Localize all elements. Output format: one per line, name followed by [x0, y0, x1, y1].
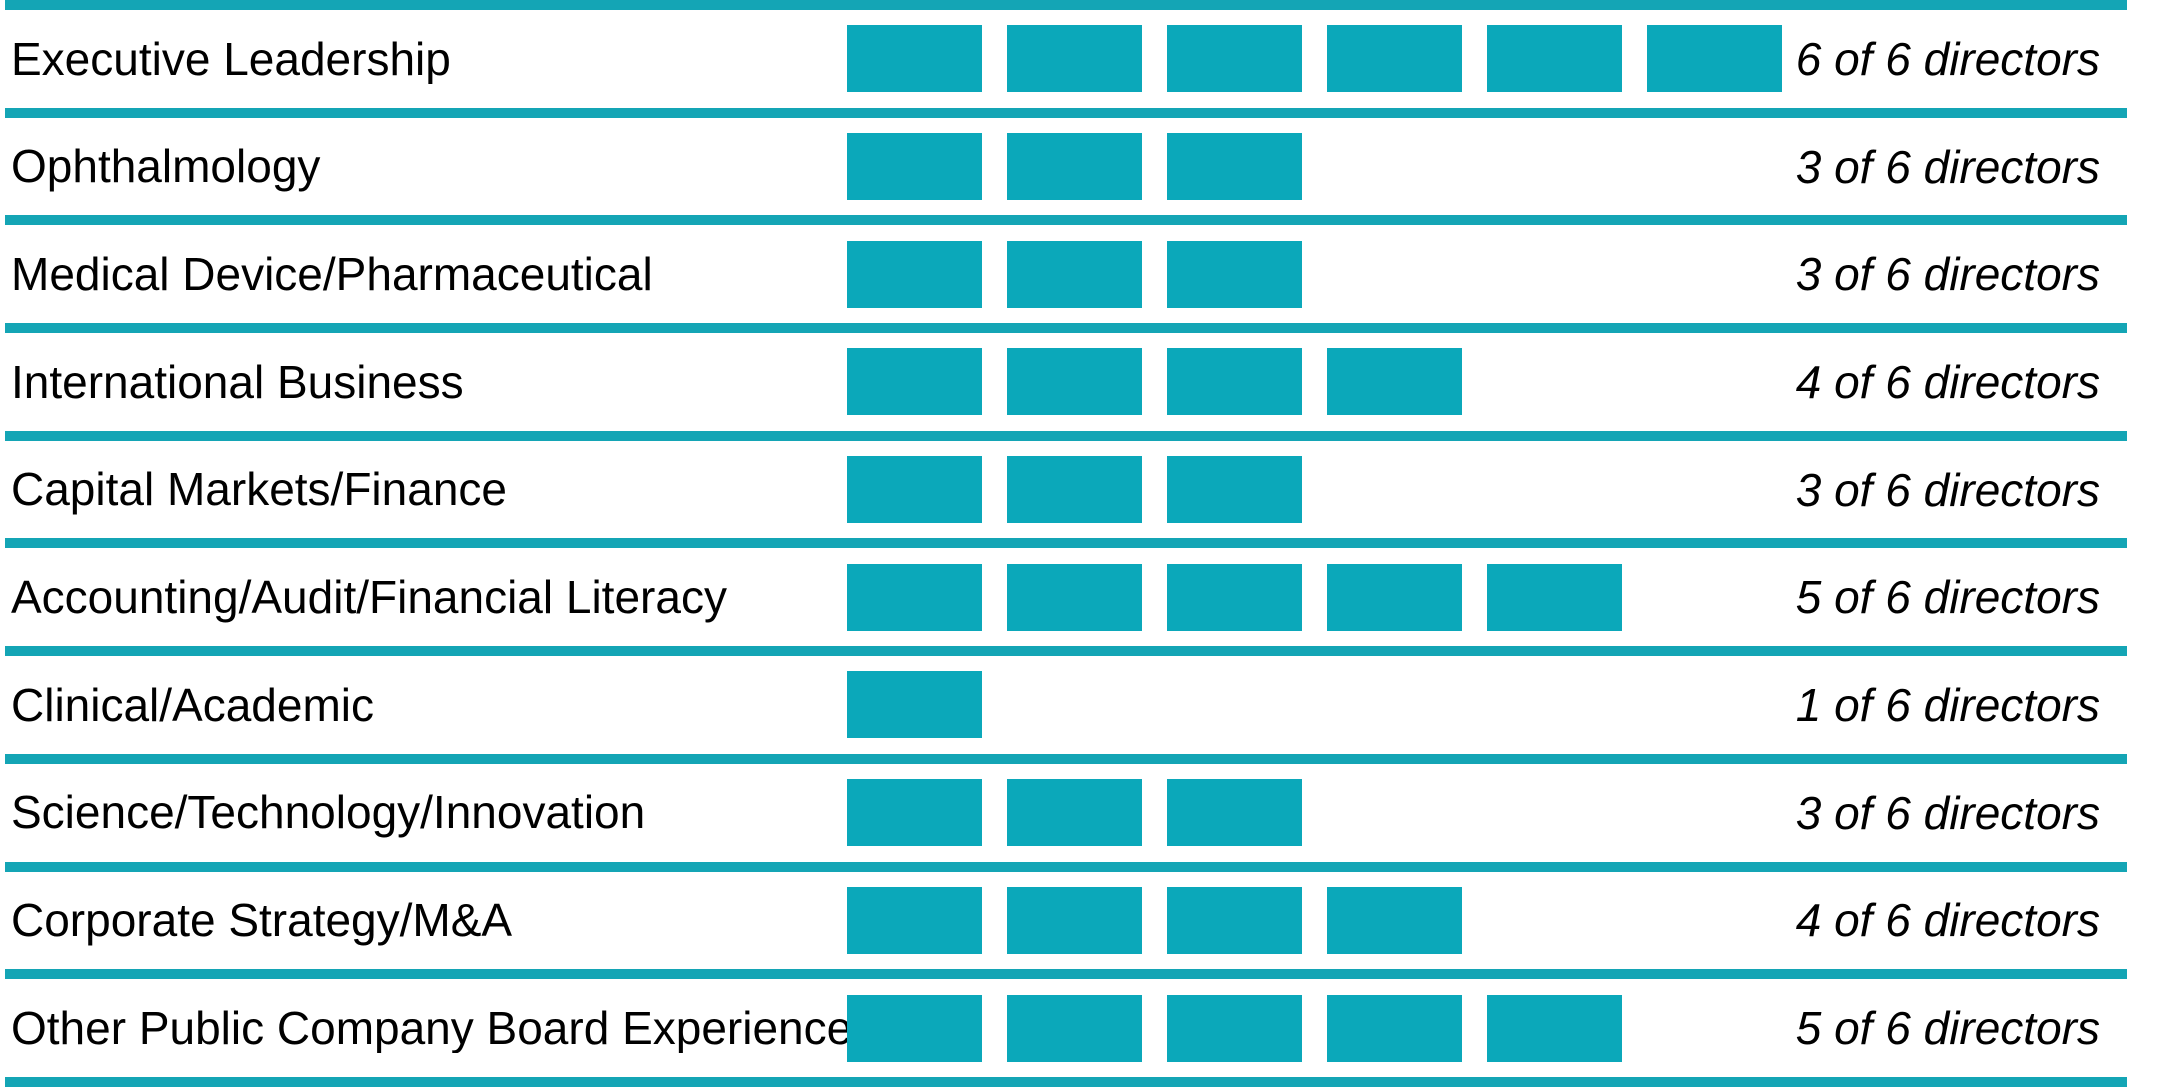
- skill-row: Ophthalmology 3 of 6 directors: [5, 107, 2127, 216]
- director-blocks: [847, 133, 1782, 201]
- skill-row: Accounting/Audit/Financial Literacy 5 of …: [5, 538, 2127, 647]
- director-block: [1167, 994, 1302, 1062]
- director-block: [847, 240, 982, 308]
- director-block: [847, 25, 982, 93]
- skill-row: International Business 4 of 6 directors: [5, 323, 2127, 431]
- skill-label: Medical Device/Pharmaceutical: [11, 248, 653, 300]
- director-block: [1167, 563, 1302, 631]
- director-block: [1487, 563, 1622, 631]
- director-block: [1327, 25, 1462, 93]
- director-blocks: [847, 671, 1782, 739]
- director-count: 3 of 6 directors: [1795, 786, 2100, 839]
- director-block: [1007, 994, 1142, 1062]
- director-block: [1007, 133, 1142, 201]
- director-count: 4 of 6 directors: [1795, 355, 2100, 408]
- director-block: [1167, 886, 1302, 954]
- director-count: 5 of 6 directors: [1795, 571, 2100, 624]
- director-count: 1 of 6 directors: [1795, 678, 2100, 731]
- skill-label: Science/Technology/Innovation: [11, 787, 646, 838]
- director-block: [1647, 25, 1782, 93]
- skill-row: Corporate Strategy/M&A 4 of 6 directors: [5, 861, 2127, 970]
- director-block: [847, 779, 982, 847]
- director-block: [1167, 456, 1302, 524]
- director-block: [1007, 240, 1142, 308]
- director-count: 3 of 6 directors: [1795, 248, 2100, 301]
- director-blocks: [847, 994, 1782, 1062]
- director-block: [847, 671, 982, 739]
- skill-row: Medical Device/Pharmaceutical 3 of 6 dire…: [5, 215, 2127, 324]
- skill-row: Executive Leadership 6 of 6 directors: [5, 0, 2127, 108]
- director-block: [1167, 133, 1302, 201]
- director-block: [847, 886, 982, 954]
- skill-row: Clinical/Academic 1 of 6 directors: [5, 646, 2127, 754]
- director-block: [1007, 456, 1142, 524]
- director-blocks: [847, 25, 1782, 93]
- director-block: [1327, 886, 1462, 954]
- director-blocks: [847, 886, 1782, 954]
- director-count: 4 of 6 directors: [1795, 894, 2100, 947]
- skill-label: Ophthalmology: [11, 141, 321, 192]
- skill-label: Clinical/Academic: [11, 679, 375, 731]
- director-block: [847, 133, 982, 201]
- director-blocks: [847, 456, 1782, 524]
- director-block: [1167, 240, 1302, 308]
- director-block: [1327, 348, 1462, 416]
- skill-row: Other Public Company Board Experience 5 o…: [5, 969, 2127, 1077]
- director-block: [1487, 25, 1622, 93]
- director-count: 3 of 6 directors: [1795, 463, 2100, 516]
- director-block: [847, 994, 982, 1062]
- director-block: [847, 563, 982, 631]
- skill-label: International Business: [11, 356, 464, 408]
- director-blocks: [847, 563, 1782, 631]
- director-block: [1007, 886, 1142, 954]
- director-block: [1327, 563, 1462, 631]
- director-block: [847, 348, 982, 416]
- board-skills-matrix: Executive Leadership 6 of 6 directors Opht…: [5, 0, 2127, 1087]
- director-block: [1167, 348, 1302, 416]
- director-block: [1007, 348, 1142, 416]
- director-block: [1327, 994, 1462, 1062]
- director-block: [1487, 994, 1622, 1062]
- skill-row: Capital Markets/Finance 3 of 6 directors: [5, 430, 2127, 539]
- director-block: [847, 456, 982, 524]
- skill-row: Science/Technology/Innovation 3 of 6 dire…: [5, 753, 2127, 862]
- skill-label: Other Public Company Board Experience: [11, 1002, 847, 1054]
- director-count: 5 of 6 directors: [1795, 1002, 2100, 1055]
- skill-label: Capital Markets/Finance: [11, 464, 507, 515]
- director-block: [1007, 25, 1142, 93]
- skill-label: Corporate Strategy/M&A: [11, 895, 513, 946]
- skill-label: Executive Leadership: [11, 33, 451, 85]
- director-block: [1007, 779, 1142, 847]
- director-block: [1007, 563, 1142, 631]
- director-count: 6 of 6 directors: [1795, 32, 2100, 85]
- director-block: [1167, 779, 1302, 847]
- director-blocks: [847, 240, 1782, 308]
- director-block: [1167, 25, 1302, 93]
- director-blocks: [847, 779, 1782, 847]
- director-count: 3 of 6 directors: [1795, 140, 2100, 193]
- skill-label: Accounting/Audit/Financial Literacy: [11, 571, 727, 623]
- director-blocks: [847, 348, 1782, 416]
